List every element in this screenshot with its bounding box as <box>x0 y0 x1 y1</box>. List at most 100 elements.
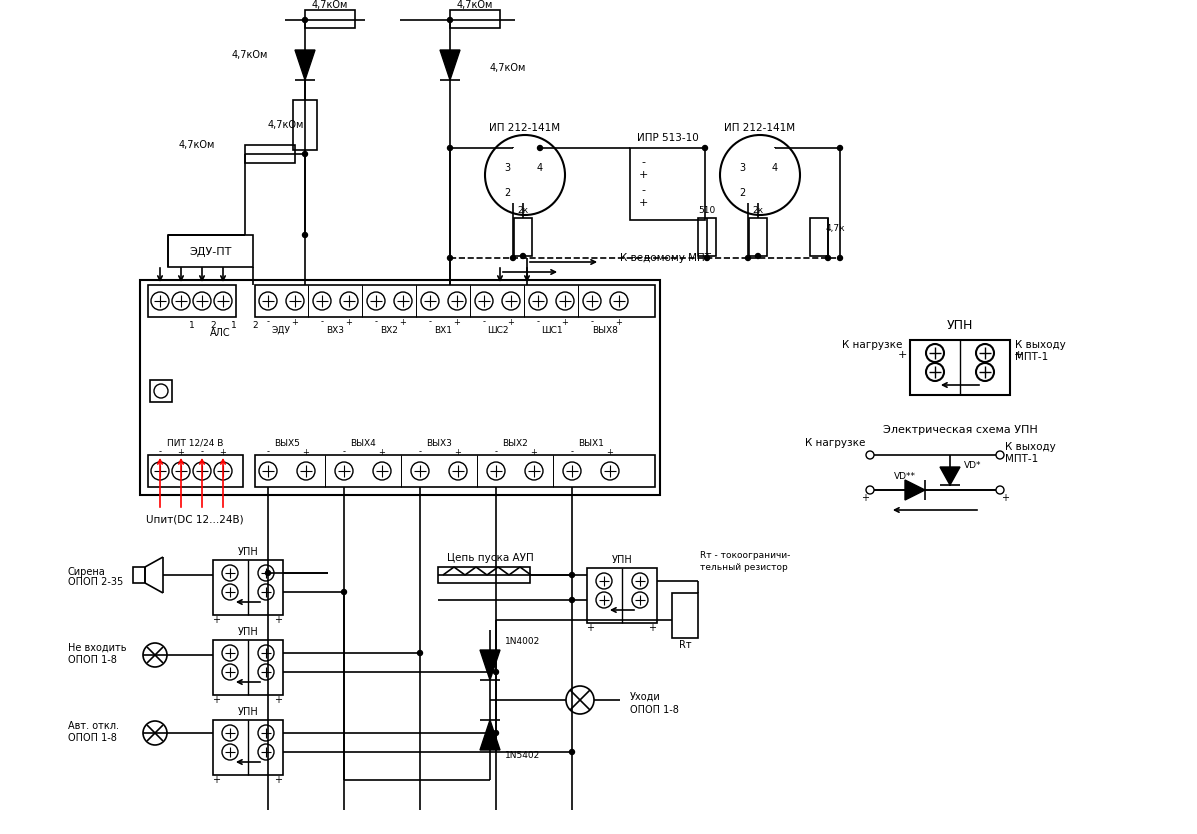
Text: 2: 2 <box>504 188 510 198</box>
Circle shape <box>418 651 423 656</box>
Text: -: - <box>267 448 269 456</box>
Text: +: + <box>861 493 869 503</box>
Text: ШС2: ШС2 <box>487 325 509 334</box>
Text: 4,7кОм: 4,7кОм <box>490 63 527 73</box>
Text: Rт - токоограничи-: Rт - токоограничи- <box>700 550 790 560</box>
Circle shape <box>341 590 346 595</box>
Circle shape <box>570 750 575 755</box>
Text: Электрическая схема УПН: Электрическая схема УПН <box>882 425 1038 435</box>
Circle shape <box>826 255 831 260</box>
Text: 3: 3 <box>739 163 745 173</box>
Text: -: - <box>429 318 431 326</box>
Text: +: + <box>587 623 594 633</box>
Text: К ведомому МПТ: К ведомому МПТ <box>620 253 711 263</box>
Text: УПН: УПН <box>238 627 259 637</box>
Text: 4,7кОм: 4,7кОм <box>311 0 348 10</box>
Text: ВЫХ3: ВЫХ3 <box>426 439 452 448</box>
Text: 4,7к: 4,7к <box>825 224 845 233</box>
Polygon shape <box>940 467 960 485</box>
Bar <box>213 720 282 775</box>
Bar <box>514 218 531 256</box>
Polygon shape <box>294 50 315 80</box>
Circle shape <box>303 18 308 23</box>
Bar <box>168 235 253 267</box>
Bar <box>305 10 356 28</box>
Text: -: - <box>571 448 573 456</box>
Text: +: + <box>346 318 352 326</box>
Bar <box>213 560 282 615</box>
Text: +: + <box>1014 350 1022 360</box>
Circle shape <box>493 731 498 736</box>
Text: -: - <box>494 448 498 456</box>
Text: +: + <box>607 448 613 456</box>
Text: 4: 4 <box>772 163 778 173</box>
Text: 1: 1 <box>189 320 195 329</box>
Text: К нагрузке: К нагрузке <box>804 438 865 448</box>
Bar <box>587 568 657 623</box>
Text: 2к: 2к <box>517 205 529 214</box>
Circle shape <box>303 152 308 157</box>
Bar <box>245 145 294 163</box>
Text: 4: 4 <box>537 163 543 173</box>
Text: +: + <box>561 318 569 326</box>
Text: 4,7кОм: 4,7кОм <box>457 0 493 10</box>
Text: +: + <box>219 448 226 456</box>
Circle shape <box>537 145 542 150</box>
Text: Uпит(DC 12...24В): Uпит(DC 12...24В) <box>146 515 244 525</box>
Text: 4,7кОм: 4,7кОм <box>178 140 215 150</box>
Text: 4,7кОм: 4,7кОм <box>232 50 268 60</box>
Text: +: + <box>274 615 282 625</box>
Text: -: - <box>590 318 594 326</box>
Text: -: - <box>321 318 323 326</box>
Text: +: + <box>648 623 656 633</box>
Text: Уходи: Уходи <box>630 692 661 702</box>
Text: -: - <box>482 318 486 326</box>
Text: ОПОП 2-35: ОПОП 2-35 <box>68 577 123 587</box>
Text: Rт: Rт <box>679 640 692 650</box>
Circle shape <box>838 255 843 260</box>
Text: ВЫХ8: ВЫХ8 <box>593 325 619 334</box>
Text: УПН: УПН <box>238 707 259 717</box>
Bar <box>910 340 1010 395</box>
Bar <box>438 567 530 583</box>
Bar <box>255 455 655 487</box>
Text: ШС1: ШС1 <box>541 325 563 334</box>
Text: +: + <box>212 695 220 705</box>
Text: ИП 212-141М: ИП 212-141М <box>490 123 560 133</box>
Text: ИПР 513-10: ИПР 513-10 <box>637 133 699 143</box>
Text: VD*: VD* <box>964 460 982 470</box>
Text: К нагрузке: К нагрузке <box>841 340 903 350</box>
Text: ОПОП 1-8: ОПОП 1-8 <box>68 655 117 665</box>
Text: УПН: УПН <box>612 555 632 565</box>
Text: УПН: УПН <box>947 319 973 331</box>
Text: ВХ3: ВХ3 <box>327 325 345 334</box>
Text: К выходу: К выходу <box>1005 442 1056 452</box>
Text: ОПОП 1-8: ОПОП 1-8 <box>630 705 679 715</box>
Text: 3: 3 <box>504 163 510 173</box>
Circle shape <box>448 255 452 260</box>
Text: +: + <box>274 775 282 785</box>
Circle shape <box>705 255 710 260</box>
Circle shape <box>448 145 452 150</box>
Text: VD**: VD** <box>894 471 916 480</box>
Text: ВХ2: ВХ2 <box>381 325 399 334</box>
Text: 2: 2 <box>253 320 257 329</box>
Text: Сирена: Сирена <box>68 567 105 577</box>
Text: +: + <box>177 448 184 456</box>
Circle shape <box>510 255 516 260</box>
Text: +: + <box>378 448 385 456</box>
Text: МПТ-1: МПТ-1 <box>1015 352 1049 362</box>
Polygon shape <box>440 50 460 80</box>
Circle shape <box>838 145 843 150</box>
Bar <box>698 218 716 256</box>
Circle shape <box>493 670 498 675</box>
Circle shape <box>570 597 575 602</box>
Text: 510: 510 <box>698 205 716 214</box>
Text: +: + <box>508 318 515 326</box>
Text: Не входить: Не входить <box>68 643 127 653</box>
Bar <box>150 380 172 402</box>
Circle shape <box>755 254 760 259</box>
Circle shape <box>570 572 575 577</box>
Circle shape <box>746 255 751 260</box>
Circle shape <box>266 570 271 575</box>
